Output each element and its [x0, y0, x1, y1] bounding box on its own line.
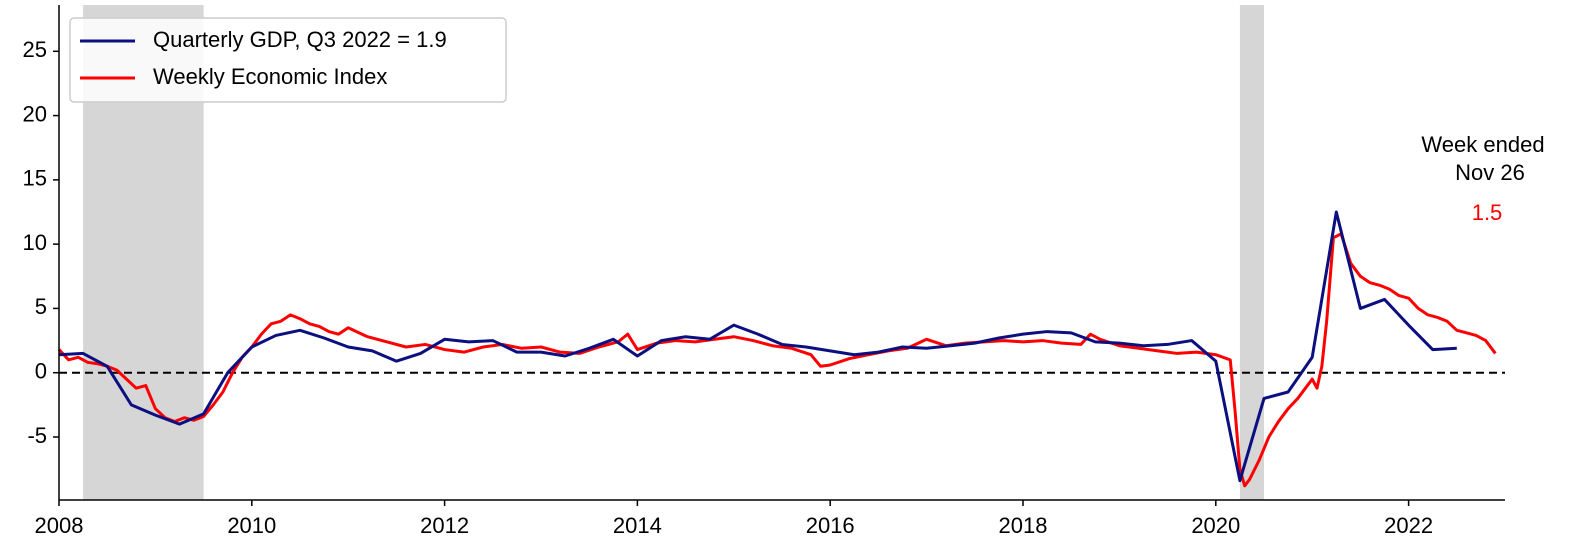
series-line — [58, 210, 1457, 483]
x-tick-label: 2018 — [999, 513, 1048, 538]
x-tick-label: 2022 — [1384, 513, 1433, 538]
x-tick-label: 2008 — [35, 513, 84, 538]
y-tick-label: 10 — [23, 230, 47, 255]
legend-box — [69, 17, 507, 103]
series-line — [57, 232, 1497, 488]
legend: Quarterly GDP, Q3 2022 = 1.9 Weekly Econo… — [69, 17, 507, 103]
y-tick-label: -5 — [27, 423, 47, 448]
x-tick-label: 2010 — [227, 513, 276, 538]
annotation: Nov 26 — [1455, 160, 1525, 185]
y-tick-label: 20 — [23, 101, 47, 126]
x-tick-label: 2014 — [613, 513, 662, 538]
annotation: 1.5 — [1472, 200, 1503, 225]
legend-label: Quarterly GDP, Q3 2022 = 1.9 — [153, 27, 447, 52]
recession-shade — [1239, 5, 1264, 500]
y-tick-label: 15 — [23, 166, 47, 191]
x-tick-label: 2012 — [420, 513, 469, 538]
legend-label: Weekly Economic Index — [153, 64, 387, 89]
x-tick-label: 2020 — [1191, 513, 1240, 538]
y-tick-label: 5 — [35, 294, 47, 319]
y-tick-label: 0 — [35, 359, 47, 384]
x-tick-label: 2016 — [806, 513, 855, 538]
annotation: Week ended — [1421, 132, 1544, 157]
y-tick-label: 25 — [23, 37, 47, 62]
